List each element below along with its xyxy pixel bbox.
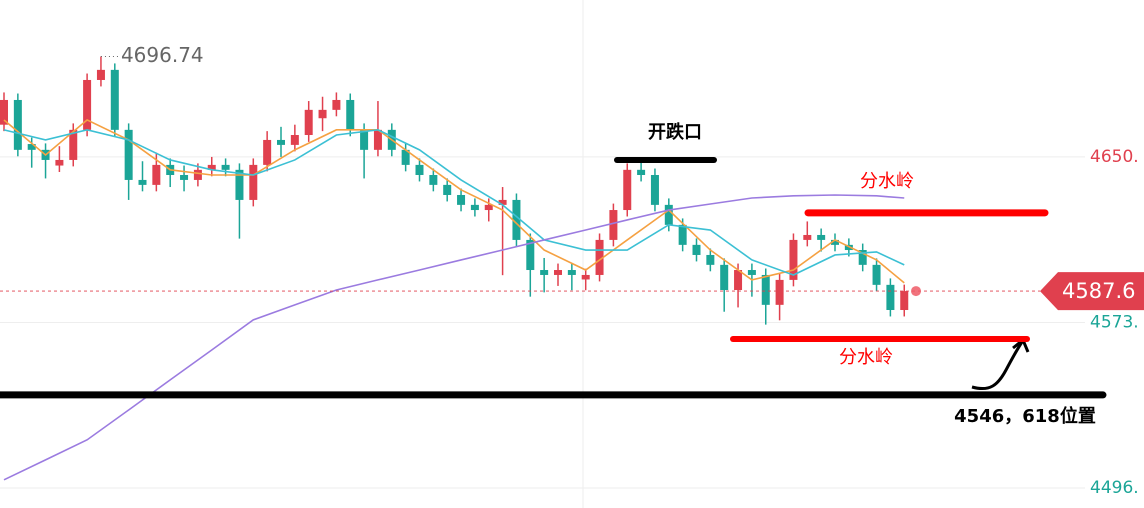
- candle-body: [734, 270, 743, 291]
- candle-body: [775, 279, 784, 305]
- candle-body: [27, 144, 36, 150]
- candle-body: [650, 174, 659, 205]
- ma-line: [3, 119, 905, 284]
- candle-body: [290, 135, 299, 145]
- candle-body: [457, 194, 466, 205]
- candle-body: [886, 284, 895, 311]
- candle-body: [817, 234, 826, 240]
- annotation-text: 分水岭: [839, 347, 893, 368]
- candle-body: [332, 99, 341, 110]
- candle-body: [664, 204, 673, 225]
- candle-body: [401, 149, 410, 165]
- annotation-text: 4546，618位置: [954, 405, 1096, 427]
- candle-body: [498, 199, 507, 205]
- candle-body: [124, 129, 133, 180]
- candle-body: [373, 129, 382, 150]
- y-tick-label: 4496.: [1090, 478, 1139, 498]
- candle-body: [249, 164, 258, 200]
- candle-body: [55, 159, 64, 166]
- candle-body: [346, 99, 355, 130]
- candle-body: [858, 250, 867, 265]
- candle-body: [692, 244, 701, 255]
- y-tick-label: 4573.: [1090, 312, 1139, 332]
- candle-body: [180, 174, 189, 180]
- candle-body: [581, 274, 590, 280]
- candle-body: [96, 69, 105, 80]
- candle-body: [678, 224, 687, 245]
- high-label: 4696.74: [121, 43, 204, 67]
- candle-body: [235, 169, 244, 200]
- candle-body: [152, 164, 161, 185]
- candle-body: [207, 164, 216, 170]
- candle-body: [761, 274, 770, 305]
- candle-body: [110, 69, 119, 130]
- price-tag: [1040, 272, 1144, 311]
- candle-body: [789, 239, 798, 280]
- ma-line: [3, 129, 905, 276]
- candle-body: [443, 184, 452, 195]
- candle-body: [277, 139, 285, 145]
- candle-body: [803, 234, 812, 240]
- candle-body: [512, 199, 521, 240]
- candle-body: [0, 99, 8, 125]
- candle-body: [193, 169, 202, 180]
- candle-body: [900, 291, 909, 311]
- candle-body: [304, 109, 313, 136]
- price-tag-label: 4587.6: [1062, 279, 1135, 303]
- candle-body: [415, 164, 424, 175]
- candle-body: [429, 174, 438, 185]
- candle-body: [484, 204, 493, 211]
- candle-body: [831, 239, 839, 245]
- y-tick-label: 4650.: [1090, 147, 1139, 167]
- curve-arrow: [971, 341, 1024, 391]
- candle-body: [872, 264, 881, 285]
- candle-body: [318, 109, 327, 119]
- candle-body: [13, 99, 22, 150]
- candle-body: [747, 270, 756, 275]
- annotation-text: 开跌口: [648, 121, 702, 143]
- candle-body: [360, 129, 369, 150]
- candle-body: [595, 239, 604, 275]
- candle-body: [221, 164, 230, 170]
- candle-body: [554, 270, 562, 275]
- candle-body: [138, 179, 147, 185]
- candle-body: [706, 254, 715, 265]
- candle-body: [263, 139, 272, 165]
- annotation-text: 分水岭: [860, 171, 914, 192]
- ma-line: [3, 194, 905, 481]
- candle-body: [609, 210, 618, 240]
- candle-body: [69, 129, 78, 160]
- candle-body: [470, 204, 479, 211]
- candle-body: [623, 169, 632, 211]
- current-dot: [911, 286, 921, 297]
- candle-body: [526, 239, 535, 271]
- candle-body: [567, 270, 576, 275]
- candle-body: [540, 270, 549, 275]
- candle-body: [637, 169, 646, 175]
- candle-body: [83, 79, 92, 130]
- candle-body: [720, 264, 729, 291]
